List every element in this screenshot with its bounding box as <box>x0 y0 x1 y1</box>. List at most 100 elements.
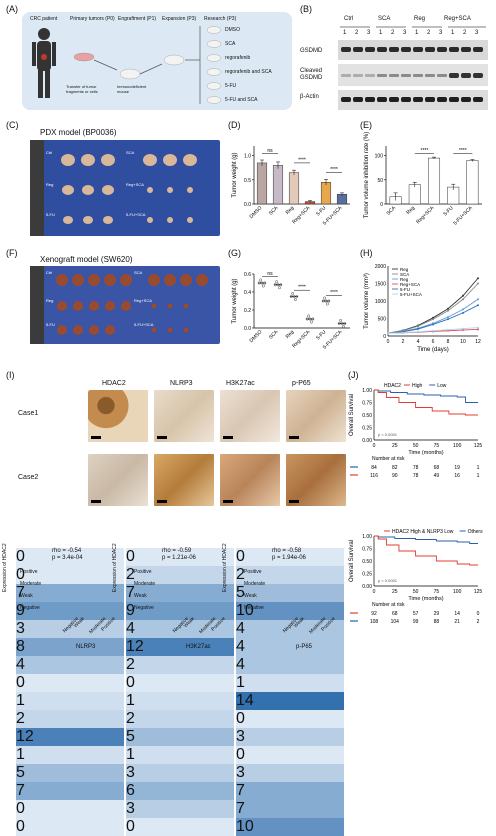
heatmap-cell: 7 <box>126 584 234 602</box>
y-tick-label: 2000 <box>375 264 386 270</box>
series-point <box>432 323 434 326</box>
heatmap-cell: 1 <box>236 674 344 692</box>
heatmap-cell: 5 <box>126 728 234 746</box>
y-tick-label: 0.75 <box>362 401 372 407</box>
y-tick-label: 0.4 <box>244 290 251 296</box>
x-axis-label: Time (months) <box>408 596 443 602</box>
y-tick-label: 1.00 <box>362 534 372 540</box>
x-tick-label: 75 <box>434 589 440 595</box>
heatmap-cell: 10 <box>236 602 344 620</box>
heatmap: rho = -0.58 p = 1.94e-06 Expression of HDA… <box>222 543 344 836</box>
risk-cell: 49 <box>434 473 440 479</box>
y-tick-label: 1.00 <box>362 388 372 394</box>
series-point <box>387 332 389 335</box>
mice-text: Immunodeficient mouse <box>117 84 147 94</box>
bar <box>466 160 479 205</box>
rho-label: rho = -0.59 <box>162 548 192 554</box>
heatmap-cell: 4 <box>236 638 344 656</box>
survival-curve <box>374 389 478 403</box>
heatmap-cell: 1 <box>126 746 234 764</box>
heatmap-y-label: Expression of HDAC2 <box>222 543 228 592</box>
bar <box>408 184 421 205</box>
chart-e-inhibition-rate: 0 50 100 SCA Reg Reg+SCA 5-FU5-FU+SCA Tumor vol… <box>364 132 482 227</box>
heatmap-cell: 2 <box>126 656 234 674</box>
heatmap-cell: 3 <box>126 800 234 818</box>
treatment-3: regorafenib <box>225 55 251 61</box>
blot-image <box>338 40 488 110</box>
heatmap-cell: 4 <box>126 620 234 638</box>
heatmap-cell: 8 <box>16 638 124 656</box>
heatmap-cell: 7 <box>16 584 124 602</box>
scalebar <box>91 500 101 503</box>
risk-cell: 99 <box>413 619 419 625</box>
legend-label: SCA <box>400 272 409 277</box>
lane-label: 3 <box>403 30 407 36</box>
series-point <box>462 294 464 297</box>
survival-curve <box>374 389 478 416</box>
heatmap-row-label: Negative <box>244 605 264 611</box>
x-tick-label: 75 <box>434 443 440 449</box>
y-tick-label: 500 <box>378 317 387 323</box>
heatmap-cell: 0 <box>236 548 344 566</box>
point <box>277 286 281 290</box>
step-engraftment: Engraftment (P1) <box>118 16 157 22</box>
x-axis-label: Time (days) <box>417 347 448 353</box>
heatmap-row-label: Weak <box>244 593 257 599</box>
heatmap-cell: 1 <box>126 692 234 710</box>
y-tick-label: 0.25 <box>362 426 372 432</box>
x-tick-label: Reg <box>285 329 296 340</box>
x-tick-label: Reg <box>285 205 296 216</box>
y-tick-label: 0 <box>380 202 383 208</box>
series-point <box>477 298 479 301</box>
bar <box>288 172 300 205</box>
x-tick-label: 0 <box>387 339 390 345</box>
heatmap-cell: 14 <box>236 692 344 710</box>
lane-label: 1 <box>451 30 455 36</box>
legend-label: 5-FU <box>400 287 410 292</box>
y-tick-label: 1.0 <box>244 154 251 160</box>
series-point <box>477 304 479 307</box>
y-tick-label: 0.50 <box>362 559 372 565</box>
tumor-dish-icon <box>73 52 95 62</box>
risk-cell: 82 <box>392 465 398 471</box>
risk-cell: 0 <box>477 611 480 617</box>
risk-cell: 78 <box>413 473 419 479</box>
x-tick-label: SCA <box>268 205 280 217</box>
lane-label: 2 <box>427 30 431 36</box>
km-plot-hdac2: 0.00 0.25 0.50 0.75 1.00 0 25 50 75 100 125 Time (m… <box>349 383 483 479</box>
pdx-label-5fu: 5-FU <box>46 212 55 217</box>
heatmap-cell: 0 <box>126 674 234 692</box>
y-axis-label: Tumor weight (g) <box>232 152 238 197</box>
ihc-case1-pp65 <box>286 390 346 442</box>
heatmap-cell: 4 <box>16 656 124 674</box>
correlation-heatmaps: rho = -0.54 p = 3.4e-04 Expression of HDAC… <box>0 543 344 836</box>
x-tick-label: 25 <box>392 443 398 449</box>
x-tick-label: 5-FU <box>315 329 327 341</box>
heatmap-y-label: Expression of HDAC2 <box>112 543 118 592</box>
bar <box>336 194 348 205</box>
treatment-1: DMSO <box>225 27 240 33</box>
ihc-case1: Case1 <box>18 410 39 417</box>
series-point <box>462 327 464 330</box>
panel-label-a: (A) <box>6 4 18 14</box>
point <box>339 319 343 322</box>
risk-cell: 21 <box>454 619 460 625</box>
heatmap-cell: 5 <box>16 764 124 782</box>
step-patient: CRC patient <box>30 16 58 22</box>
heatmap-cell: 2 <box>16 710 124 728</box>
step-primary: Primary tumors (P0) <box>70 16 115 22</box>
y-tick-label: 0 <box>383 334 386 340</box>
treatment-4: regorafenib and SCA <box>225 69 272 75</box>
heatmap-row-label: Negative <box>20 605 40 611</box>
x-tick-label: 0 <box>373 443 376 449</box>
lane-label: 1 <box>343 30 347 36</box>
series-point <box>477 277 479 280</box>
y-tick-label: 1000 <box>375 299 386 305</box>
y-axis-label: Overall Survival <box>349 540 355 582</box>
x-tick-label: 125 <box>474 443 483 449</box>
series-point <box>447 318 449 321</box>
risk-cell: 92 <box>371 611 377 617</box>
x-tick-label: 10 <box>460 339 466 345</box>
treatment-5: 5-FU <box>225 83 237 89</box>
x-tick-label: 0 <box>373 589 376 595</box>
